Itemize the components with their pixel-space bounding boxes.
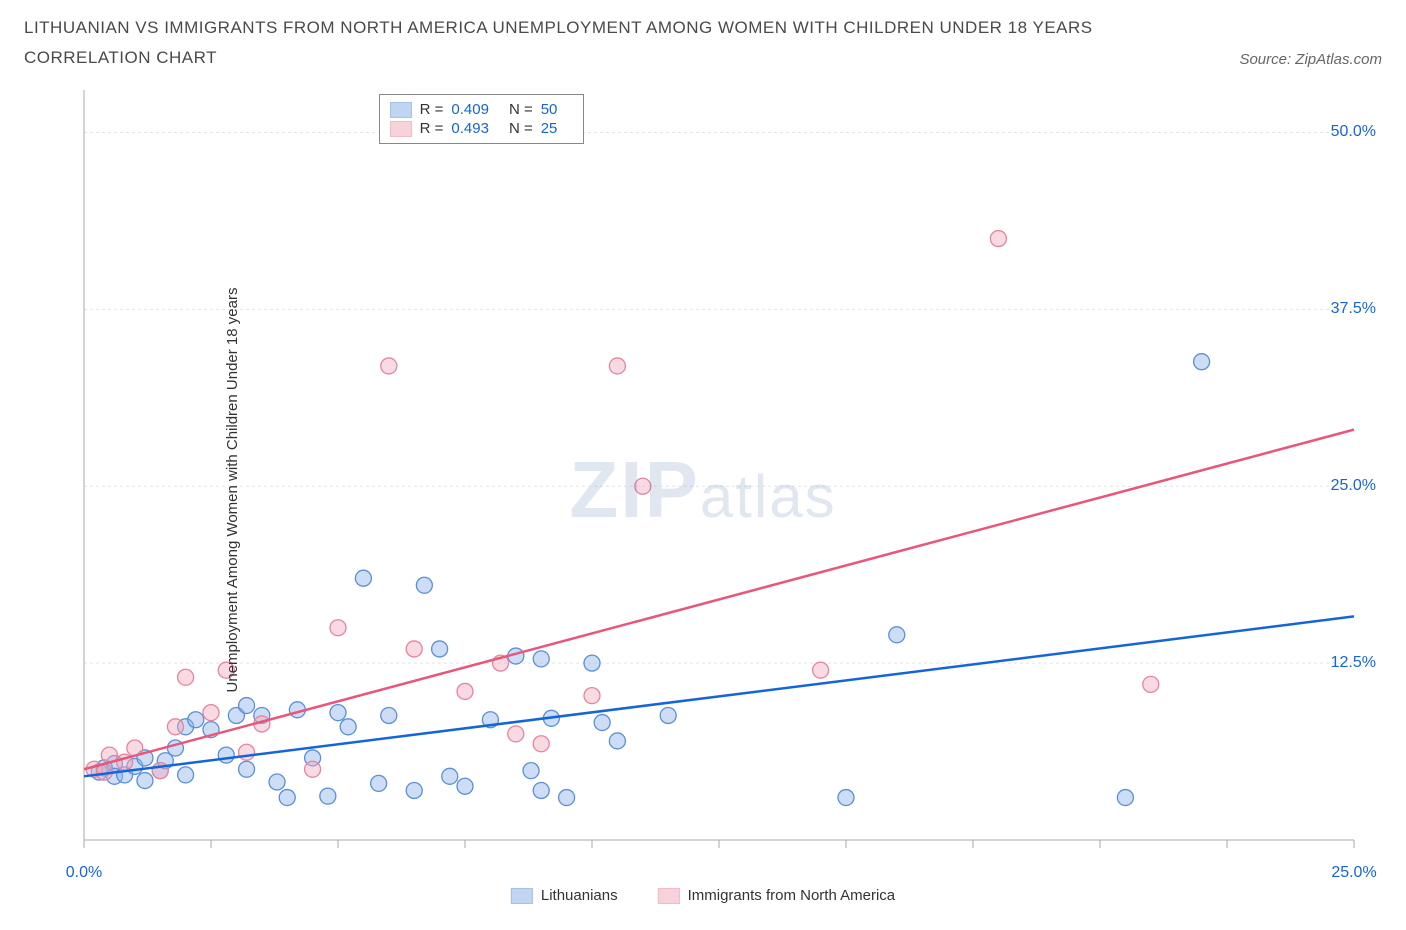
series-name: Lithuanians (541, 887, 618, 904)
series-legend: Lithuanians Immigrants from North America (511, 887, 895, 904)
x-tick: 25.0% (1331, 864, 1376, 882)
legend-n-value: 25 (541, 120, 558, 137)
legend-swatch (658, 888, 680, 904)
legend-n-label: N = (509, 120, 533, 137)
legend-swatch (511, 888, 533, 904)
legend-n-value: 50 (541, 101, 558, 118)
y-axis-label: Unemployment Among Women with Children U… (224, 288, 241, 693)
scatter-chart: Unemployment Among Women with Children U… (24, 80, 1382, 900)
y-tick: 12.5% (1331, 654, 1376, 672)
y-tick: 50.0% (1331, 123, 1376, 141)
series-name: Immigrants from North America (688, 887, 896, 904)
legend-r-label: R = (420, 120, 444, 137)
series-legend-item: Lithuanians (511, 887, 618, 904)
y-tick: 37.5% (1331, 300, 1376, 318)
y-tick: 25.0% (1331, 477, 1376, 495)
chart-title-line2: CORRELATION CHART (24, 48, 1093, 68)
chart-source: Source: ZipAtlas.com (1239, 51, 1382, 68)
stats-legend-row: R = 0.409 N = 50 (390, 101, 570, 118)
legend-n-label: N = (509, 101, 533, 118)
legend-swatch (390, 121, 412, 137)
stats-legend-row: R = 0.493 N = 25 (390, 120, 570, 137)
legend-swatch (390, 102, 412, 118)
chart-title-block: LITHUANIAN VS IMMIGRANTS FROM NORTH AMER… (24, 18, 1093, 68)
chart-header: LITHUANIAN VS IMMIGRANTS FROM NORTH AMER… (24, 18, 1382, 68)
legend-r-value: 0.409 (451, 101, 489, 118)
legend-r-label: R = (420, 101, 444, 118)
x-tick: 0.0% (66, 864, 102, 882)
series-legend-item: Immigrants from North America (658, 887, 896, 904)
chart-title-line1: LITHUANIAN VS IMMIGRANTS FROM NORTH AMER… (24, 18, 1093, 38)
stats-legend: R = 0.409 N = 50 R = 0.493 N = 25 (379, 94, 585, 144)
legend-r-value: 0.493 (451, 120, 489, 137)
